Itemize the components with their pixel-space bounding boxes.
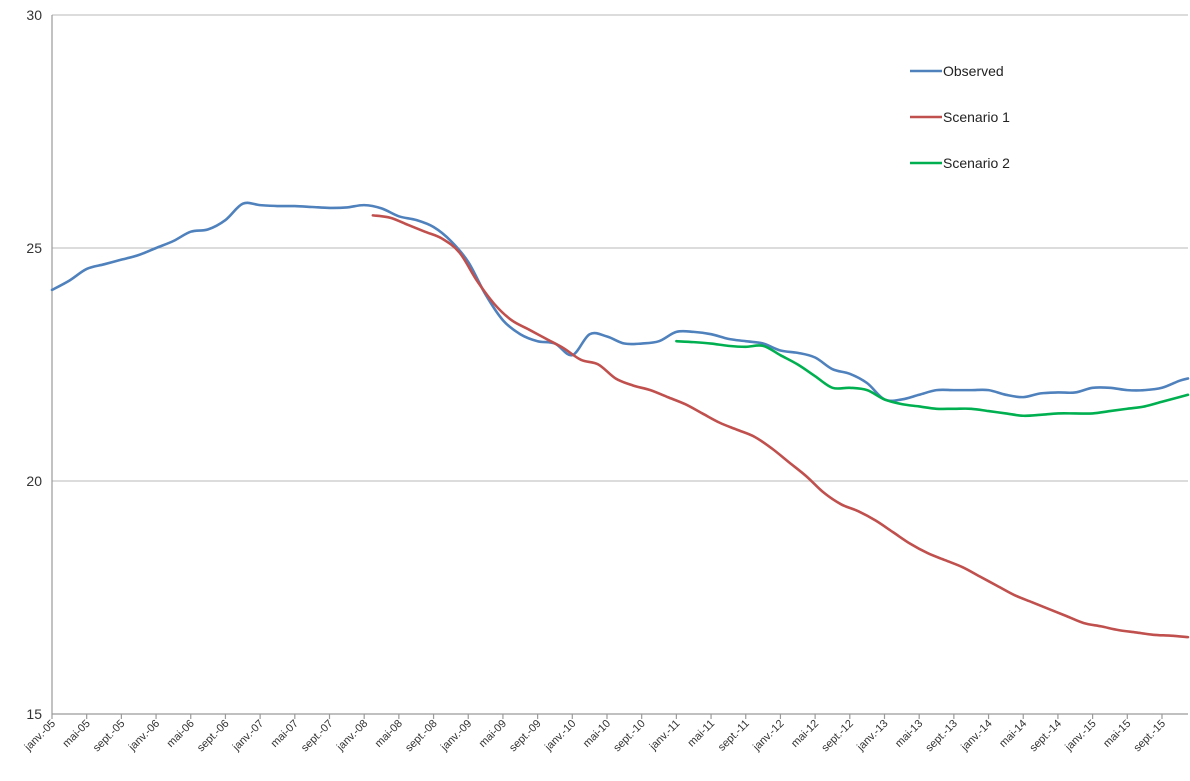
x-tick-label: sept.-13 bbox=[923, 718, 960, 755]
x-tick-label: janv.-13 bbox=[854, 718, 890, 754]
x-tick-label: sept.-10 bbox=[611, 718, 648, 755]
legend-label-scenario-2: Scenario 2 bbox=[943, 155, 1010, 171]
x-tick-label: sept.-12 bbox=[819, 718, 856, 755]
y-tick-labels: 15 20 25 30 bbox=[26, 7, 42, 722]
x-tick-label: janv.-10 bbox=[542, 718, 578, 754]
x-tick-label: sept.-05 bbox=[91, 718, 128, 755]
x-tick-label: janv.-08 bbox=[334, 718, 370, 754]
x-tick-label: janv.-14 bbox=[958, 718, 994, 754]
x-tick-label: janv.-06 bbox=[126, 718, 162, 754]
x-tick-label: mai-07 bbox=[269, 718, 301, 750]
x-tick-label: sept.-09 bbox=[507, 718, 544, 755]
y-tick-label: 30 bbox=[26, 7, 42, 23]
x-tick-label: mai-12 bbox=[789, 718, 821, 750]
x-tick-label: janv.-05 bbox=[22, 718, 58, 754]
x-tick-label: janv.-15 bbox=[1062, 718, 1098, 754]
x-tick-label: mai-06 bbox=[165, 718, 197, 750]
x-tick-label: mai-13 bbox=[893, 718, 925, 750]
x-tick-label: sept.-14 bbox=[1027, 718, 1064, 755]
legend: Observed Scenario 1 Scenario 2 bbox=[910, 63, 1010, 171]
y-tick-label: 20 bbox=[26, 473, 42, 489]
series-line-scenario-1 bbox=[371, 214, 1190, 639]
series-line-scenario-2 bbox=[675, 339, 1190, 418]
x-tick-label: sept.-15 bbox=[1132, 718, 1169, 755]
y-tick-label: 25 bbox=[26, 240, 42, 256]
x-tick-label: mai-08 bbox=[373, 718, 405, 750]
x-tick-label: mai-09 bbox=[477, 718, 509, 750]
x-tick-label: sept.-08 bbox=[403, 718, 440, 755]
x-tick-label: janv.-11 bbox=[647, 718, 683, 754]
x-tick-label: mai-15 bbox=[1101, 718, 1133, 750]
series-line-observed bbox=[50, 201, 1190, 403]
x-tick-label: janv.-12 bbox=[750, 718, 786, 754]
x-tick-label: janv.-07 bbox=[230, 718, 266, 754]
axes bbox=[51, 15, 1188, 715]
series-lines bbox=[50, 201, 1190, 639]
x-tick-label: sept.-07 bbox=[299, 718, 336, 755]
y-tick-label: 15 bbox=[26, 706, 42, 722]
legend-label-scenario-1: Scenario 1 bbox=[943, 109, 1010, 125]
x-tick-label: mai-11 bbox=[685, 718, 717, 750]
x-tick-label: sept.-11 bbox=[716, 718, 752, 754]
x-tick-label: janv.-09 bbox=[438, 718, 474, 754]
x-tick-label: sept.-06 bbox=[195, 718, 232, 755]
x-tick-label: mai-05 bbox=[61, 718, 93, 750]
x-tick-label: mai-14 bbox=[997, 718, 1029, 750]
legend-label-observed: Observed bbox=[943, 63, 1004, 79]
x-tick-label: mai-10 bbox=[581, 718, 613, 750]
grid-lines bbox=[52, 14, 1188, 482]
